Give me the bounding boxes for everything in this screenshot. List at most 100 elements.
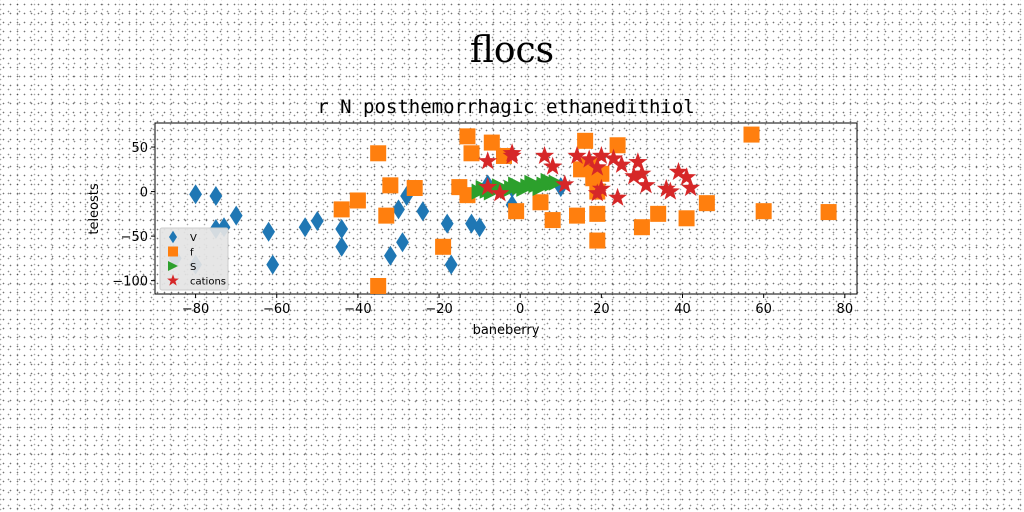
data-point (483, 134, 500, 151)
data-point (698, 195, 715, 212)
data-point (266, 254, 280, 275)
data-point (548, 174, 565, 191)
data-point (335, 219, 349, 239)
data-point (577, 132, 594, 149)
data-point (624, 166, 644, 185)
data-point (490, 183, 510, 202)
legend-label: V (190, 233, 197, 244)
data-point (508, 203, 525, 220)
y-tick-label: 0 (140, 186, 148, 201)
x-tick-label: 0 (516, 302, 524, 317)
data-point (569, 207, 586, 224)
data-point (524, 174, 541, 191)
data-point (609, 137, 626, 154)
data-point (416, 201, 430, 222)
axis-ticks: −80 −60 −40 −20 0 20 40 60 80 −100 −50 0 50 (112, 141, 853, 317)
x-tick-label: 80 (837, 302, 854, 317)
data-point (677, 167, 697, 186)
data-point (333, 201, 350, 218)
data-point (465, 213, 478, 234)
legend-label: f (190, 248, 194, 259)
data-point (535, 146, 555, 164)
data-point (310, 211, 324, 231)
data-point (591, 178, 611, 197)
x-tick-label: −40 (344, 302, 371, 317)
data-point (633, 219, 650, 236)
series-3 (478, 143, 701, 206)
data-point (459, 128, 476, 145)
data-point (532, 194, 549, 211)
data-point (502, 146, 522, 164)
x-tick-label: −60 (263, 302, 290, 317)
legend-marker (167, 274, 179, 286)
data-point (382, 177, 399, 194)
data-point (591, 146, 611, 164)
data-point (820, 204, 837, 221)
data-point (392, 199, 405, 220)
data-point (656, 178, 676, 197)
x-axis-label: baneberry (473, 323, 540, 338)
data-point (444, 254, 458, 275)
data-point (335, 236, 349, 257)
data-point (743, 126, 760, 143)
data-points (168, 126, 837, 294)
x-tick-label: 60 (755, 302, 772, 317)
data-point (209, 186, 223, 206)
plot-area (154, 122, 858, 295)
data-point (587, 157, 607, 176)
data-point (636, 175, 656, 194)
data-point (370, 277, 387, 294)
data-point (189, 184, 202, 205)
data-point (567, 146, 587, 164)
data-point (660, 181, 680, 200)
legend-label: S (190, 262, 196, 273)
data-point (628, 152, 648, 171)
data-point (459, 187, 476, 204)
data-point (262, 221, 275, 242)
data-point (406, 180, 423, 197)
legend-marker (168, 261, 178, 271)
data-point (555, 174, 575, 193)
figure-title: flocs (469, 30, 555, 71)
data-point (678, 210, 695, 227)
legend-marker (168, 246, 178, 257)
data-point (608, 187, 628, 206)
data-point (384, 245, 397, 266)
data-point (463, 145, 480, 162)
data-point (579, 149, 599, 168)
x-tick-label: −20 (425, 302, 452, 317)
data-point (681, 178, 701, 197)
legend-box (159, 227, 229, 291)
data-point (612, 154, 632, 173)
y-tick-label: 50 (131, 141, 148, 156)
data-point (516, 180, 533, 197)
data-point (650, 205, 667, 222)
data-point (473, 217, 486, 238)
data-point (349, 192, 366, 209)
x-tick-label: 40 (674, 302, 691, 317)
data-point (298, 217, 312, 238)
y-axis-label: teleosts (87, 183, 102, 235)
legend-marker (169, 230, 177, 244)
x-tick-label: −80 (182, 302, 209, 317)
legend-label: cations (190, 277, 226, 288)
data-point (587, 183, 607, 202)
data-point (378, 207, 395, 224)
y-tick-label: −50 (121, 230, 148, 245)
data-point (370, 145, 387, 162)
series-1 (333, 126, 837, 294)
data-point (668, 162, 688, 181)
y-tick-label: −100 (112, 275, 148, 290)
data-point (532, 180, 549, 196)
data-point (478, 151, 498, 170)
data-point (589, 232, 606, 249)
chart-title: r N posthemorrhagic ethanedithiol (317, 96, 695, 118)
data-point (589, 205, 606, 222)
data-point (229, 205, 243, 226)
data-point (540, 172, 557, 189)
data-point (544, 212, 561, 229)
data-point (396, 232, 409, 253)
x-tick-label: 20 (593, 302, 610, 317)
data-point (478, 177, 498, 196)
